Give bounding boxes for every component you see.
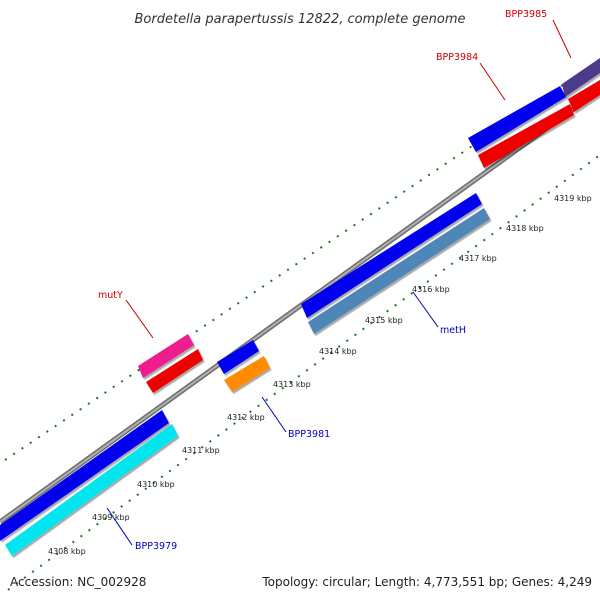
gene-BPP3979[interactable]: [5, 424, 178, 556]
gene-label-mutY[interactable]: mutY: [98, 290, 123, 301]
genome-backbone: [0, 87, 600, 525]
tick-label: 4310 kbp: [137, 480, 175, 489]
tick-label: 4317 kbp: [459, 254, 497, 263]
gene-forward-long-lower[interactable]: [0, 410, 169, 541]
gene-BPP3981-partner[interactable]: [224, 356, 270, 392]
tick-label: 4313 kbp: [273, 380, 311, 389]
inner-tick-track: [7, 154, 600, 591]
tick-label: 4318 kbp: [506, 224, 544, 233]
gene-label-BPP3985[interactable]: BPP3985: [505, 9, 547, 20]
tick-label: 4316 kbp: [412, 285, 450, 294]
gene-forward-long-middle[interactable]: [301, 193, 482, 318]
gene-label-BPP3984[interactable]: BPP3984: [436, 52, 478, 63]
gene-metH[interactable]: [308, 208, 490, 334]
gene-mutY[interactable]: [138, 334, 194, 378]
tick-label: 4315 kbp: [365, 316, 403, 325]
gene-reverse-strand-upper[interactable]: [478, 80, 600, 168]
gene-label-BPP3981[interactable]: BPP3981: [288, 429, 330, 440]
gene-labels: BPP3985 BPP3984 mutY metH BPP3981 BPP397…: [98, 9, 547, 552]
tick-label: 4309 kbp: [92, 513, 130, 522]
tick-label: 4308 kbp: [48, 547, 86, 556]
map-title: Bordetella parapertussis 12822, complete…: [135, 12, 466, 27]
tick-label: 4311 kbp: [182, 446, 220, 455]
gene-BPP3984[interactable]: [468, 86, 566, 152]
gene-label-BPP3979[interactable]: BPP3979: [135, 541, 177, 552]
gene-BPP3985[interactable]: [562, 58, 600, 97]
gene-mutY-partner[interactable]: [146, 349, 203, 393]
gene-BPP3981[interactable]: [217, 340, 259, 374]
tick-label: 4312 kbp: [227, 413, 265, 422]
tick-labels: 4308 kbp 4309 kbp 4310 kbp 4311 kbp 4312…: [48, 194, 592, 556]
tick-label: 4314 kbp: [319, 347, 357, 356]
tick-label: 4319 kbp: [554, 194, 592, 203]
gene-label-metH[interactable]: metH: [440, 325, 466, 336]
genome-summary-text: Topology: circular; Length: 4,773,551 bp…: [261, 575, 592, 589]
gene-label-leaders: [106, 19, 572, 546]
accession-text: Accession: NC_002928: [10, 575, 146, 589]
